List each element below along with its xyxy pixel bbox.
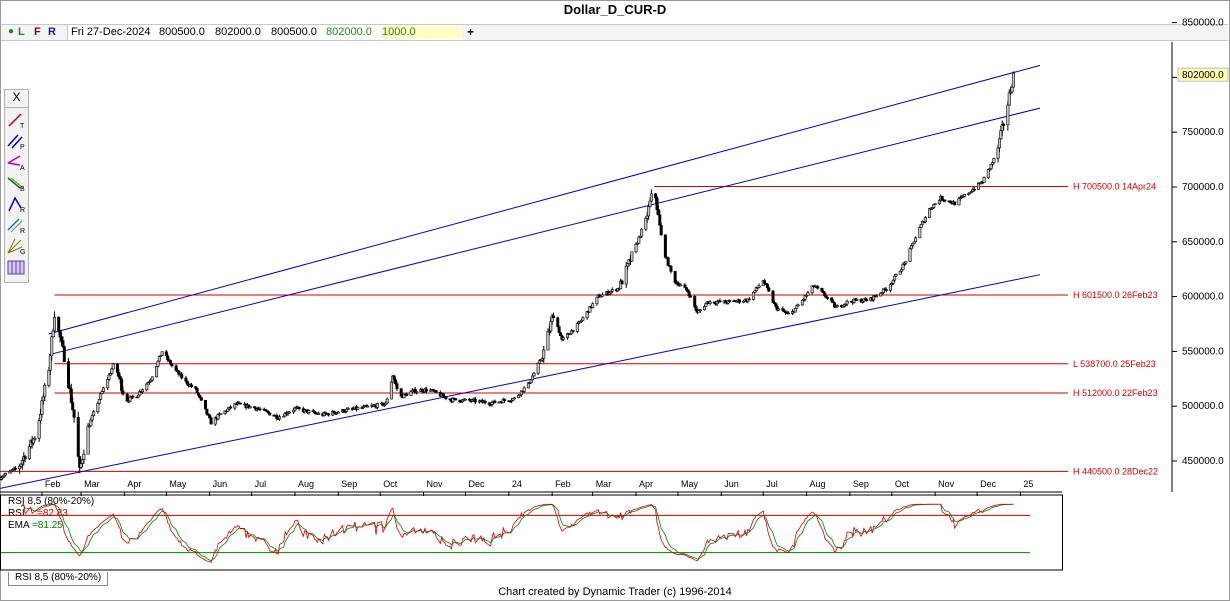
svg-text:G: G [20, 249, 25, 256]
svg-text:R: R [20, 228, 25, 235]
footer-credit: Chart created by Dynamic Trader (c) 1996… [498, 586, 732, 598]
close-toolbar-button[interactable]: X [5, 90, 28, 108]
drawing-toolbar: X T P A B R R G [4, 89, 29, 283]
svg-text:B: B [20, 186, 25, 193]
rsi-tab[interactable]: RSI 8,5 (80%-20%) [8, 572, 109, 586]
gann-tool-icon[interactable]: G [6, 237, 27, 256]
chart-title: Dollar_D_CUR-D [563, 2, 667, 17]
svg-text:A: A [20, 165, 25, 172]
ratio-tool-icon[interactable]: R [6, 195, 27, 214]
bar-open: 800500.0 [159, 26, 205, 38]
ohlc-readout: Fri 27-Dec-2024 800500.0 802000.0 800500… [67, 25, 462, 40]
f-button[interactable]: F [34, 26, 41, 38]
bands-tool-icon[interactable]: B [6, 174, 27, 193]
bar-volume: 1000.0 [382, 26, 462, 39]
r-button[interactable]: R [48, 26, 56, 38]
retrace-tool-icon[interactable]: R [6, 216, 27, 235]
bar-low: 800500.0 [271, 26, 317, 38]
bar-date: Fri 27-Dec-2024 [71, 26, 151, 38]
l-button[interactable]: L [18, 26, 25, 38]
bar-close: 802000.0 [326, 26, 372, 38]
andrews-tool-icon[interactable]: A [6, 153, 27, 172]
time-tool-icon[interactable] [6, 258, 27, 277]
status-dot: ● [8, 26, 15, 37]
svg-text:P: P [20, 144, 25, 151]
add-button[interactable]: + [467, 25, 475, 39]
svg-text:R: R [20, 207, 25, 214]
info-bar: ● L F R Fri 27-Dec-2024 800500.0 802000.… [1, 24, 1228, 41]
trendline-tool-icon[interactable]: T [6, 111, 27, 130]
svg-text:T: T [20, 123, 25, 130]
parallel-tool-icon[interactable]: P [6, 132, 27, 151]
bar-high: 802000.0 [215, 26, 261, 38]
